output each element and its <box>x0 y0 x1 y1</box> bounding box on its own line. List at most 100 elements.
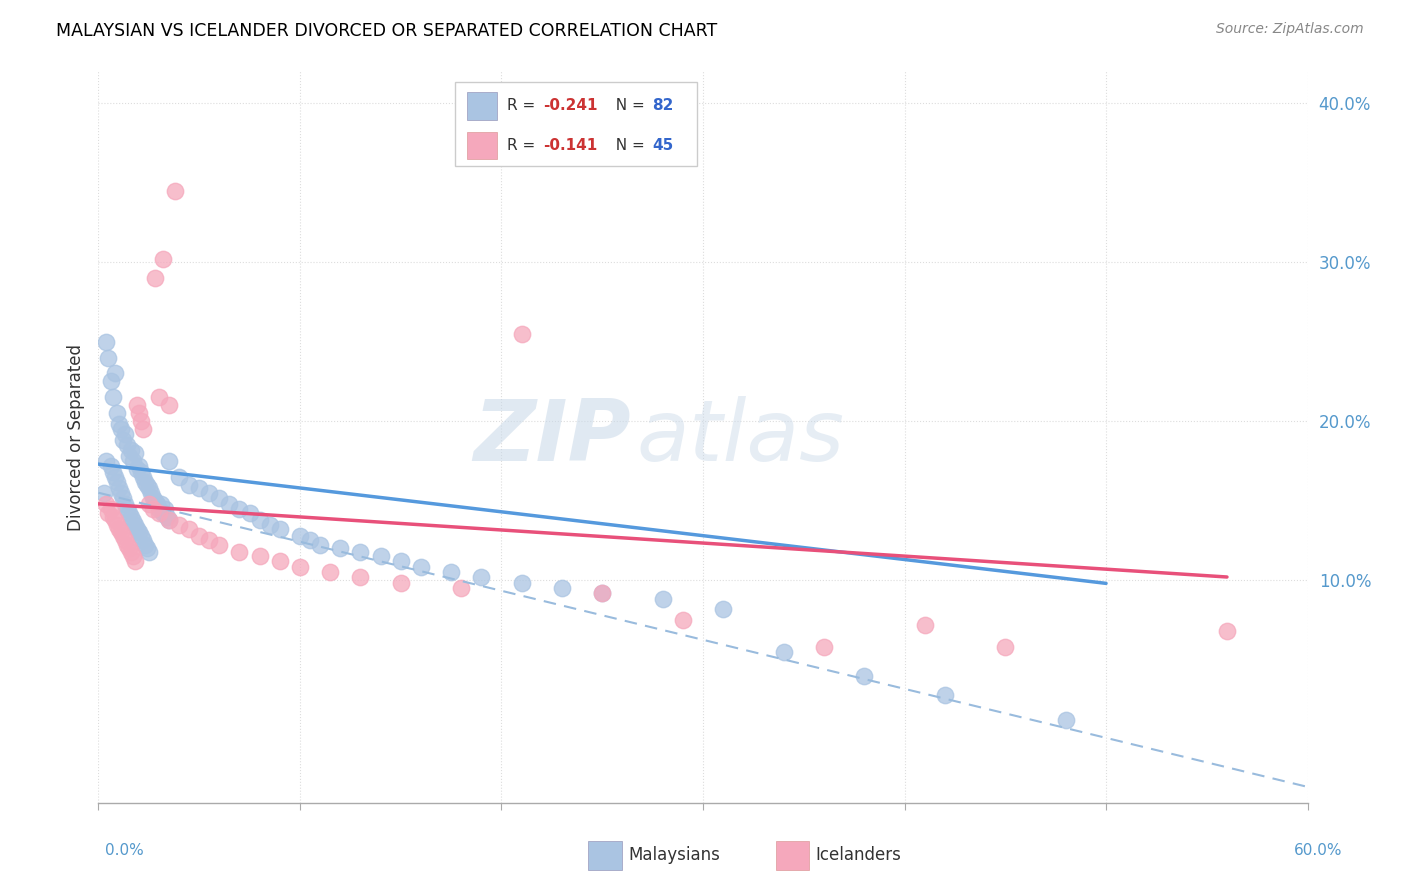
Point <box>114 426 136 441</box>
Point <box>138 544 160 558</box>
Point <box>138 481 160 495</box>
Point <box>148 507 170 521</box>
Text: 60.0%: 60.0% <box>1295 843 1343 858</box>
Point <box>157 454 180 468</box>
Point <box>120 509 142 524</box>
Point <box>153 501 176 516</box>
Point <box>228 544 250 558</box>
Point <box>103 513 125 527</box>
Point <box>651 592 673 607</box>
Point <box>167 517 190 532</box>
Point <box>288 529 311 543</box>
Point <box>124 517 146 532</box>
Point <box>389 554 412 568</box>
Point <box>152 507 174 521</box>
Point <box>188 481 211 495</box>
Point <box>149 497 172 511</box>
Point <box>510 576 533 591</box>
Point <box>249 549 271 564</box>
Point <box>121 549 143 564</box>
Point <box>135 541 157 556</box>
Point <box>135 477 157 491</box>
Point <box>134 475 156 489</box>
Point <box>139 485 162 500</box>
Point <box>198 485 221 500</box>
Point <box>329 541 352 556</box>
Text: R =: R = <box>508 138 540 153</box>
Point <box>142 491 165 505</box>
Point <box>138 497 160 511</box>
Point <box>128 406 150 420</box>
Point <box>103 470 125 484</box>
Point <box>198 533 221 548</box>
Text: -0.241: -0.241 <box>543 98 598 113</box>
Text: atlas: atlas <box>637 395 845 479</box>
Text: 0.0%: 0.0% <box>105 843 145 858</box>
Point <box>111 491 134 505</box>
Point <box>179 522 201 536</box>
Point <box>96 497 118 511</box>
Point <box>157 398 180 412</box>
Point <box>152 252 174 266</box>
Point <box>249 513 271 527</box>
FancyBboxPatch shape <box>467 131 498 160</box>
Point <box>125 462 148 476</box>
Point <box>349 570 371 584</box>
Point <box>853 668 876 682</box>
Point <box>121 454 143 468</box>
Point <box>103 367 125 381</box>
Point <box>142 501 165 516</box>
Point <box>239 507 262 521</box>
Point <box>672 613 695 627</box>
Point <box>100 458 122 473</box>
Point <box>188 529 211 543</box>
Point <box>259 517 281 532</box>
Point <box>110 422 132 436</box>
FancyBboxPatch shape <box>776 841 810 870</box>
Text: -0.141: -0.141 <box>543 138 598 153</box>
Point <box>125 398 148 412</box>
Point <box>114 497 136 511</box>
Text: N =: N = <box>606 98 650 113</box>
Point <box>157 513 180 527</box>
Point <box>813 640 835 654</box>
FancyBboxPatch shape <box>467 92 498 120</box>
Point <box>319 566 342 580</box>
Point <box>389 576 412 591</box>
Point <box>349 544 371 558</box>
Point <box>118 449 141 463</box>
Point <box>450 581 472 595</box>
Point <box>208 538 231 552</box>
Point <box>128 458 150 473</box>
Point <box>208 491 231 505</box>
FancyBboxPatch shape <box>588 841 621 870</box>
Point <box>105 517 128 532</box>
Text: MALAYSIAN VS ICELANDER DIVORCED OR SEPARATED CORRELATION CHART: MALAYSIAN VS ICELANDER DIVORCED OR SEPAR… <box>56 22 717 40</box>
Text: ZIP: ZIP <box>472 395 630 479</box>
Point <box>994 640 1017 654</box>
Point <box>470 570 492 584</box>
Point <box>440 566 463 580</box>
Point <box>288 560 311 574</box>
Point <box>299 533 322 548</box>
Text: Source: ZipAtlas.com: Source: ZipAtlas.com <box>1216 22 1364 37</box>
Point <box>129 465 152 479</box>
Point <box>114 533 136 548</box>
Point <box>120 544 142 558</box>
Point <box>228 501 250 516</box>
Point <box>115 538 138 552</box>
Point <box>125 522 148 536</box>
Point <box>269 522 291 536</box>
Point <box>146 497 169 511</box>
FancyBboxPatch shape <box>456 82 697 167</box>
Text: N =: N = <box>606 138 650 153</box>
Point <box>105 475 128 489</box>
Text: 45: 45 <box>652 138 673 153</box>
Point <box>132 533 155 548</box>
Text: 82: 82 <box>652 98 673 113</box>
Point <box>370 549 392 564</box>
Point <box>100 501 122 516</box>
Point <box>772 645 794 659</box>
Point <box>218 497 240 511</box>
Point <box>129 414 152 428</box>
